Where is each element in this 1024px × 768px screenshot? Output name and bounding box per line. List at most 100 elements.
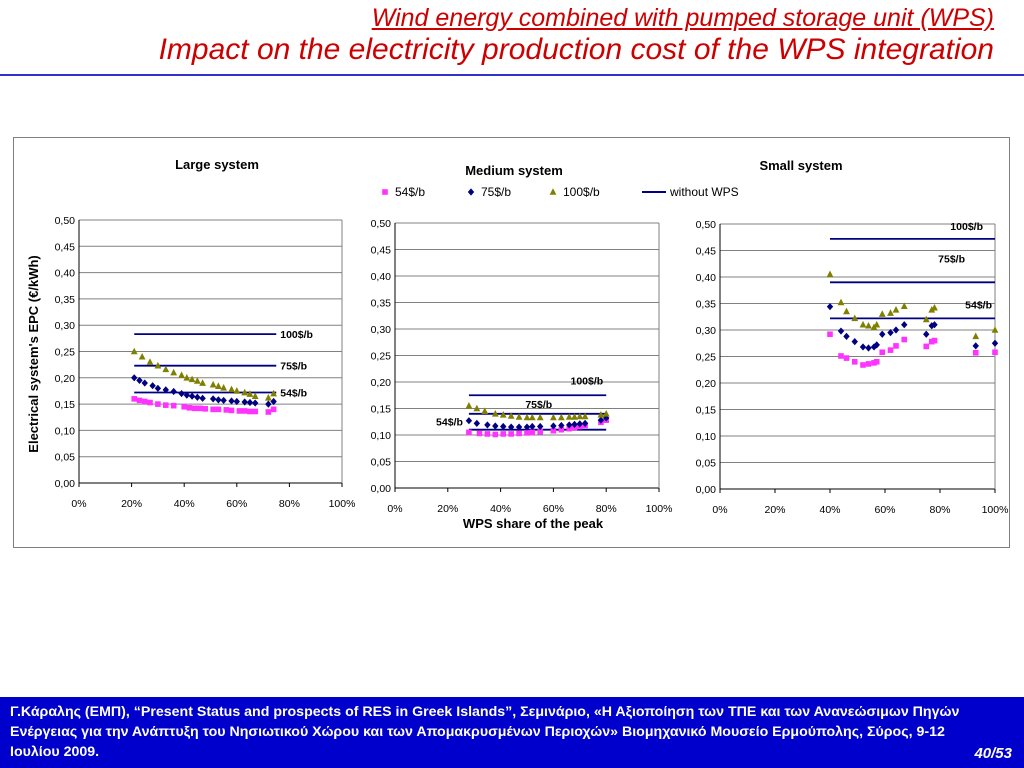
data-point-square — [228, 407, 235, 414]
x-tick-label: 20% — [437, 503, 458, 515]
title-divider — [0, 74, 1024, 76]
y-tick-label: 0,10 — [371, 430, 392, 442]
slide-title: Wind energy combined with pumped storage… — [159, 4, 994, 67]
data-point-diamond — [252, 399, 259, 407]
x-tick-label: 40% — [490, 503, 511, 515]
data-point-square — [851, 359, 858, 365]
x-tick-label: 60% — [226, 498, 247, 510]
data-point-triangle — [188, 375, 196, 383]
data-point-square — [136, 397, 143, 404]
data-point-diamond — [576, 420, 583, 428]
data-point-triangle — [565, 413, 573, 420]
data-point-diamond — [581, 419, 589, 427]
x-tick-label: 40% — [174, 498, 195, 510]
data-point-square — [181, 403, 187, 410]
data-point-square — [843, 355, 850, 361]
data-point-square — [191, 405, 198, 412]
data-point-triangle — [581, 412, 589, 420]
data-point-square — [972, 349, 979, 356]
data-point-square — [252, 408, 259, 415]
data-point-triangle — [602, 410, 610, 417]
data-point-triangle — [887, 309, 894, 316]
data-point-triangle — [523, 413, 531, 421]
data-point-diamond — [220, 396, 227, 405]
data-point-square — [860, 362, 866, 368]
y-tick-label: 0,50 — [696, 219, 717, 231]
data-point-square — [186, 404, 193, 411]
data-point-square — [558, 426, 565, 433]
data-point-diamond — [550, 422, 557, 430]
data-point-triangle — [199, 379, 207, 386]
x-tick-label: 100% — [329, 498, 356, 510]
data-point-square — [500, 431, 507, 437]
x-tick-label: 60% — [874, 504, 895, 516]
chart-title: Medium system — [465, 163, 563, 178]
y-tick-label: 0,05 — [55, 452, 76, 464]
data-point-triangle — [865, 321, 872, 329]
data-point-square — [901, 336, 908, 343]
data-point-triangle — [826, 270, 834, 278]
data-point-square — [170, 402, 177, 409]
data-point-diamond — [603, 414, 610, 422]
data-point-square — [529, 429, 536, 436]
data-point-triangle — [264, 393, 272, 401]
data-point-triangle — [843, 307, 850, 315]
data-point-square — [879, 349, 886, 356]
data-point-diamond — [162, 386, 169, 394]
data-point-diamond — [991, 339, 999, 347]
data-point-diamond — [194, 393, 201, 401]
data-point-square — [492, 431, 499, 438]
data-point-triangle — [900, 302, 908, 309]
data-point-triangle — [859, 320, 867, 328]
data-point-square — [265, 409, 272, 415]
data-point-triangle — [270, 389, 278, 397]
data-point-diamond — [215, 396, 222, 404]
data-point-diamond — [887, 329, 894, 337]
data-point-square — [537, 429, 543, 435]
data-point-diamond — [233, 397, 240, 406]
data-point-diamond — [923, 330, 930, 338]
data-point-square — [524, 430, 530, 436]
y-tick-label: 0,10 — [55, 425, 76, 437]
data-point-square — [827, 331, 833, 338]
y-tick-label: 0,30 — [696, 325, 717, 337]
data-point-diamond — [931, 321, 938, 329]
y-tick-label: 0,25 — [371, 351, 392, 363]
data-point-diamond — [901, 321, 908, 329]
data-point-triangle — [491, 410, 499, 417]
x-tick-label: 0% — [71, 498, 86, 510]
data-point-square — [210, 406, 216, 413]
data-point-diamond — [558, 421, 565, 430]
data-point-triangle — [597, 411, 605, 418]
data-point-diamond — [523, 423, 531, 431]
y-tick-label: 0,40 — [696, 272, 717, 284]
x-tick-label: 80% — [596, 503, 617, 515]
data-point-triangle — [233, 387, 241, 394]
data-point-diamond — [537, 422, 544, 431]
data-point-square — [992, 349, 998, 356]
x-tick-label: 80% — [279, 498, 300, 510]
data-point-diamond — [851, 338, 858, 346]
baseline-label: 54$/b — [965, 299, 992, 311]
data-point-triangle — [851, 314, 859, 322]
data-point-triangle — [228, 385, 235, 393]
baseline-label: 54$/b — [280, 388, 307, 400]
data-point-triangle — [246, 390, 254, 397]
data-point-square — [923, 343, 930, 350]
data-point-triangle — [528, 413, 536, 421]
data-point-triangle — [931, 303, 938, 311]
data-point-triangle — [178, 371, 185, 378]
x-tick-label: 20% — [121, 498, 142, 510]
data-point-triangle — [209, 380, 217, 388]
data-point-diamond — [209, 395, 217, 403]
y-tick-label: 0,05 — [696, 458, 717, 470]
x-tick-label: 0% — [387, 503, 402, 515]
data-point-triangle — [241, 388, 249, 396]
data-point-triangle — [515, 413, 523, 420]
y-tick-label: 0,00 — [55, 478, 76, 490]
x-tick-label: 0% — [712, 504, 727, 516]
legend-label: 75$/b — [481, 185, 511, 199]
title-line-2: Impact on the electricity production cos… — [158, 32, 994, 66]
data-point-square — [516, 430, 522, 437]
data-point-square — [202, 406, 209, 412]
